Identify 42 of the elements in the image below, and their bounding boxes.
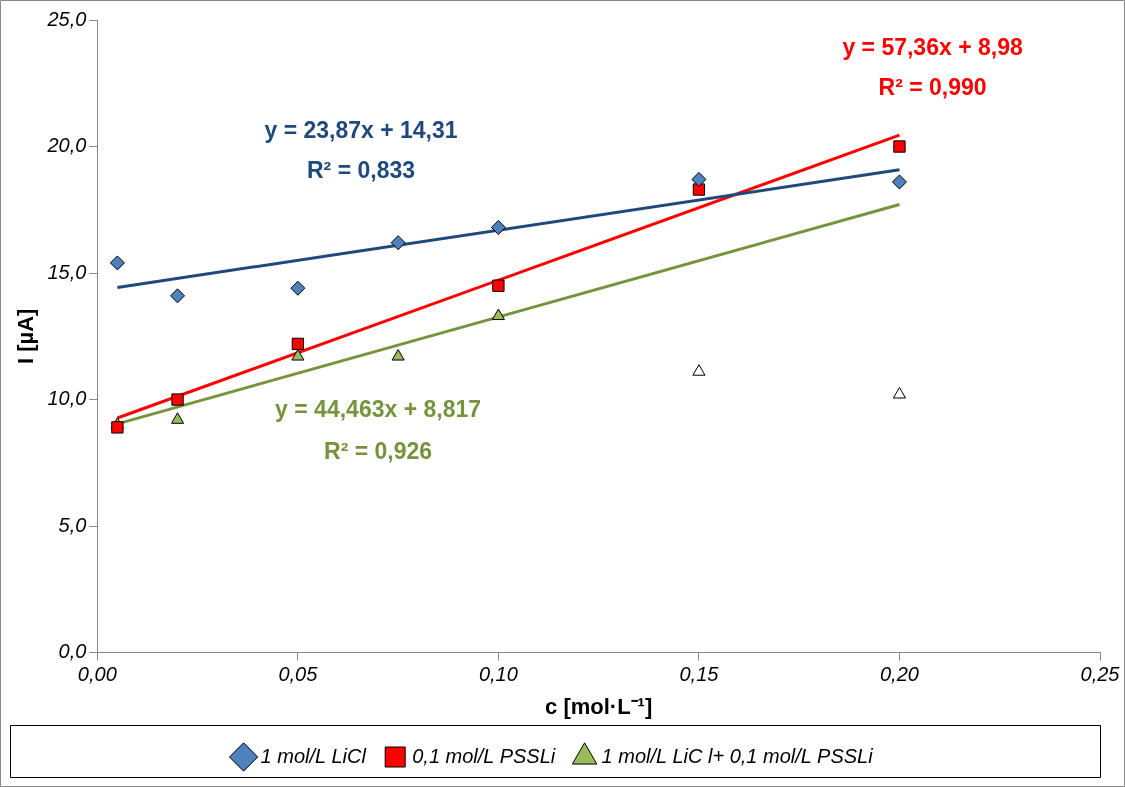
point	[893, 140, 906, 153]
point	[692, 364, 706, 376]
x-axis-title: c [mol·L⁻¹]	[545, 693, 653, 719]
x-tick-label: 0,00	[77, 663, 117, 686]
point	[111, 421, 124, 434]
point	[290, 280, 306, 296]
point	[492, 279, 505, 292]
y-tick-label: 5,0	[58, 513, 87, 536]
point	[691, 171, 707, 187]
point	[170, 288, 186, 304]
legend-label: 1 mol/L LiCl	[260, 744, 367, 767]
y-tick-label: 0,0	[58, 640, 87, 663]
x-tick-label: 0,10	[478, 663, 518, 686]
point	[490, 219, 506, 235]
point	[692, 183, 706, 196]
legend-label: 0,1 mol/L PSSLi	[412, 744, 556, 767]
x-tick-label: 0,15	[679, 663, 720, 686]
point	[892, 387, 907, 399]
point	[109, 255, 125, 271]
y-axis-title: I [µA]	[13, 308, 39, 365]
annotation: R² = 0,833	[307, 157, 416, 184]
point	[291, 349, 305, 361]
x-tick-label: 0,25	[1080, 663, 1121, 686]
point	[171, 393, 184, 406]
x-tick-label: 0,20	[880, 663, 919, 686]
point	[391, 349, 405, 361]
point	[491, 308, 505, 321]
y-tick-label: 25,0	[46, 7, 87, 30]
annotation: y = 44,463x + 8,817	[275, 395, 482, 422]
y-tick-label: 10,0	[47, 387, 87, 410]
x-tick-label: 0,05	[278, 663, 319, 686]
y-tick-label: 15,0	[47, 260, 87, 283]
annotation: y = 57,36x + 8,98	[842, 33, 1023, 60]
point	[291, 337, 305, 351]
annotation: R² = 0,926	[324, 438, 433, 465]
point	[390, 235, 406, 251]
legend-label: 1 mol/L LiC l+ 0,1 mol/L PSSLi	[601, 744, 874, 767]
point	[891, 174, 907, 190]
y-tick-label: 20,0	[46, 134, 87, 157]
annotation: y = 23,87x + 14,31	[264, 117, 458, 144]
annotation: R² = 0,990	[878, 73, 987, 100]
point	[170, 412, 185, 424]
